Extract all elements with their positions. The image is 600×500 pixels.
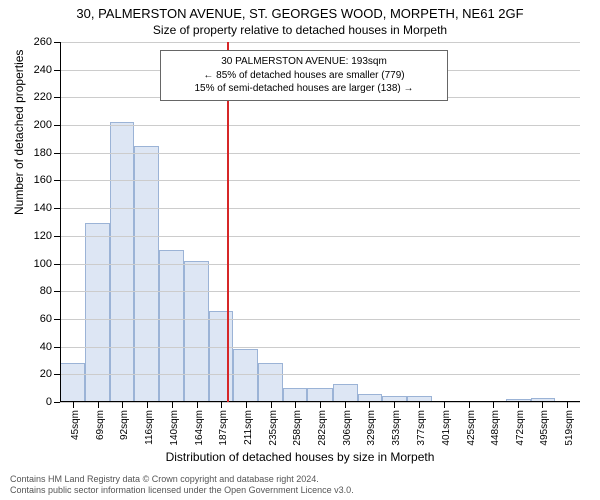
x-axis-line: [60, 401, 580, 402]
x-tick-label: 140sqm: [169, 410, 180, 446]
x-tick-label: 425sqm: [466, 410, 477, 446]
y-tick-label: 60: [40, 313, 52, 325]
x-tick: [246, 402, 247, 408]
y-axis-line: [60, 42, 61, 402]
x-tick-label: 495sqm: [539, 410, 550, 446]
plot-area: 02040608010012014016018020022024026045sq…: [60, 42, 580, 402]
histogram-bar: [333, 384, 358, 402]
x-tick: [197, 402, 198, 408]
grid-line: [60, 208, 580, 209]
grid-line: [60, 264, 580, 265]
histogram-bar: [233, 349, 258, 402]
x-tick-label: 377sqm: [416, 410, 427, 446]
x-tick-label: 92sqm: [119, 410, 130, 440]
histogram-bar: [258, 363, 283, 402]
y-tick-label: 20: [40, 368, 52, 380]
x-tick: [147, 402, 148, 408]
grid-line: [60, 180, 580, 181]
x-tick-label: 282sqm: [317, 410, 328, 446]
y-tick-label: 240: [34, 64, 52, 76]
y-tick-label: 100: [34, 258, 52, 270]
x-tick: [73, 402, 74, 408]
histogram-bar: [159, 250, 184, 402]
y-tick-label: 140: [34, 202, 52, 214]
histogram-bar: [60, 363, 85, 402]
y-axis-label: Number of detached properties: [12, 50, 26, 215]
x-tick: [542, 402, 543, 408]
x-tick-label: 353sqm: [391, 410, 402, 446]
x-tick-label: 401sqm: [441, 410, 452, 446]
x-tick-label: 448sqm: [490, 410, 501, 446]
x-tick-label: 306sqm: [342, 410, 353, 446]
grid-line: [60, 125, 580, 126]
annotation-box: 30 PALMERSTON AVENUE: 193sqm← 85% of det…: [160, 50, 448, 101]
x-tick: [98, 402, 99, 408]
x-tick: [394, 402, 395, 408]
histogram-bar: [134, 146, 159, 402]
histogram-bar: [307, 388, 332, 402]
grid-line: [60, 42, 580, 43]
grid-line: [60, 319, 580, 320]
x-tick: [320, 402, 321, 408]
y-tick-label: 260: [34, 36, 52, 48]
x-tick: [369, 402, 370, 408]
x-tick: [567, 402, 568, 408]
footer-line-1: Contains HM Land Registry data © Crown c…: [10, 474, 354, 485]
y-tick-label: 160: [34, 174, 52, 186]
histogram-bar: [110, 122, 134, 402]
grid-line: [60, 153, 580, 154]
histogram-bar: [209, 311, 233, 402]
x-tick-label: 258sqm: [292, 410, 303, 446]
grid-line: [60, 347, 580, 348]
x-tick: [444, 402, 445, 408]
histogram-bar: [283, 388, 307, 402]
annotation-line: 15% of semi-detached houses are larger (…: [169, 82, 439, 96]
chart-title-sub: Size of property relative to detached ho…: [0, 23, 600, 37]
x-tick: [419, 402, 420, 408]
x-tick: [221, 402, 222, 408]
chart-title-main: 30, PALMERSTON AVENUE, ST. GEORGES WOOD,…: [0, 6, 600, 21]
y-tick-label: 40: [40, 341, 52, 353]
annotation-line: ← 85% of detached houses are smaller (77…: [169, 69, 439, 83]
x-tick-label: 235sqm: [268, 410, 279, 446]
annotation-line: 30 PALMERSTON AVENUE: 193sqm: [169, 55, 439, 69]
histogram-bar: [184, 261, 209, 402]
y-tick-label: 80: [40, 285, 52, 297]
footer-attribution: Contains HM Land Registry data © Crown c…: [10, 474, 354, 496]
grid-line: [60, 236, 580, 237]
y-tick-label: 200: [34, 119, 52, 131]
x-tick-label: 329sqm: [366, 410, 377, 446]
chart-container: 30, PALMERSTON AVENUE, ST. GEORGES WOOD,…: [0, 0, 600, 500]
y-tick-label: 120: [34, 230, 52, 242]
y-tick: [54, 402, 60, 403]
y-tick-label: 180: [34, 147, 52, 159]
x-tick: [271, 402, 272, 408]
x-tick: [172, 402, 173, 408]
x-tick: [122, 402, 123, 408]
footer-line-2: Contains public sector information licen…: [10, 485, 354, 496]
y-tick-label: 0: [46, 396, 52, 408]
x-tick-label: 519sqm: [564, 410, 575, 446]
x-tick: [469, 402, 470, 408]
x-tick-label: 45sqm: [70, 410, 81, 440]
y-tick-label: 220: [34, 91, 52, 103]
x-tick-label: 472sqm: [515, 410, 526, 446]
x-tick: [518, 402, 519, 408]
x-tick: [345, 402, 346, 408]
grid-line: [60, 291, 580, 292]
x-tick-label: 69sqm: [95, 410, 106, 440]
x-tick-label: 116sqm: [144, 410, 155, 445]
x-tick: [493, 402, 494, 408]
x-tick-label: 211sqm: [243, 410, 254, 445]
x-tick-label: 164sqm: [194, 410, 205, 446]
grid-line: [60, 374, 580, 375]
x-tick: [295, 402, 296, 408]
x-axis-label: Distribution of detached houses by size …: [0, 450, 600, 464]
x-tick-label: 187sqm: [218, 410, 229, 446]
